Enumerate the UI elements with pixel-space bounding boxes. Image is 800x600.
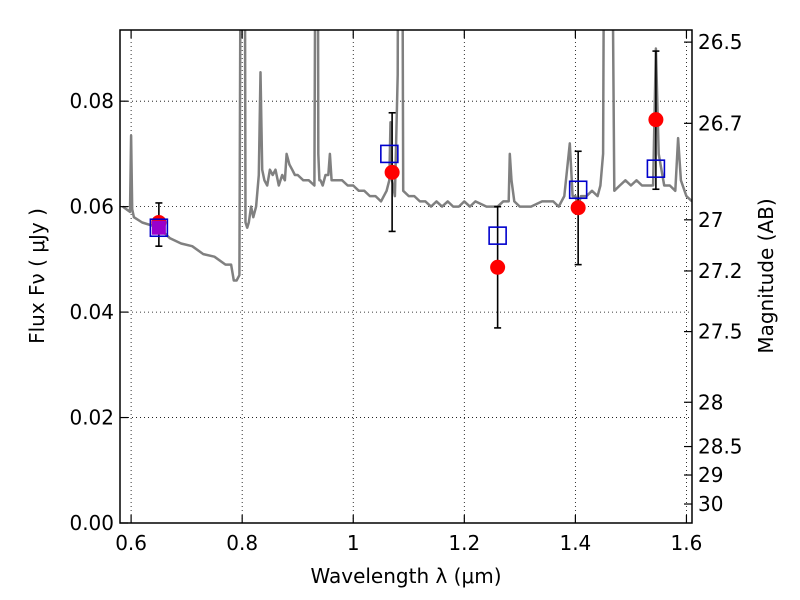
magnitude-tick-label: 27.2 xyxy=(698,259,743,283)
magnitude-tick-label: 27 xyxy=(698,208,723,232)
x-axis-label: Wavelength λ (μm) xyxy=(310,564,501,588)
magnitude-axis-label: Magnitude (AB) xyxy=(754,198,778,353)
plot-frame xyxy=(119,29,693,524)
x-tick-label: 1 xyxy=(347,531,360,555)
x-tick-label: 0.6 xyxy=(115,531,147,555)
x-tick-label: 0.8 xyxy=(226,531,258,555)
x-tick-label: 1.6 xyxy=(671,531,703,555)
error-bars xyxy=(155,50,660,329)
magnitude-tick-label: 28 xyxy=(698,390,723,414)
magnitude-tick-labels: 26.5 26.7 27 27.2 27.5 28 28.5 29 30 xyxy=(698,30,743,516)
magnitude-tick-label: 26.7 xyxy=(698,111,743,135)
model-photometry-square xyxy=(646,159,666,178)
x-tick-label: 1.2 xyxy=(448,531,480,555)
x-tick-labels: 0.6 0.8 1 1.2 1.4 1.6 xyxy=(115,531,702,555)
observed-point xyxy=(490,259,506,275)
magnitude-tick-label: 29 xyxy=(698,463,723,487)
y-tick-label: 0.04 xyxy=(69,300,114,324)
model-photometry-square xyxy=(380,144,399,164)
grid xyxy=(120,30,692,523)
y-axis-label: Flux Fν ( μJy ) xyxy=(25,208,49,344)
axis-ticks xyxy=(120,30,692,524)
y-tick-label: 0.00 xyxy=(69,511,114,535)
y-tick-labels: 0.00 0.02 0.04 0.06 0.08 xyxy=(69,89,114,535)
model-spectrum-line xyxy=(122,30,692,282)
observed-point xyxy=(384,164,400,180)
y-tick-label: 0.06 xyxy=(69,195,114,219)
magnitude-tick-label: 26.5 xyxy=(698,30,743,54)
observed-point xyxy=(570,200,586,216)
y-tick-label: 0.02 xyxy=(69,406,114,430)
magnitude-tick-label: 28.5 xyxy=(698,435,743,459)
model-photometry-square xyxy=(568,180,588,200)
model-spectrum xyxy=(122,30,692,282)
x-tick-label: 1.4 xyxy=(559,531,591,555)
magnitude-tick-label: 27.5 xyxy=(698,320,743,344)
overlap-fill xyxy=(151,220,166,235)
observed-point xyxy=(648,112,664,128)
model-photometry-points xyxy=(149,144,666,245)
y-tick-label: 0.08 xyxy=(69,89,114,113)
model-photometry-square xyxy=(488,226,507,245)
magnitude-tick-label: 30 xyxy=(698,492,723,516)
model-photometry-square xyxy=(149,218,169,238)
